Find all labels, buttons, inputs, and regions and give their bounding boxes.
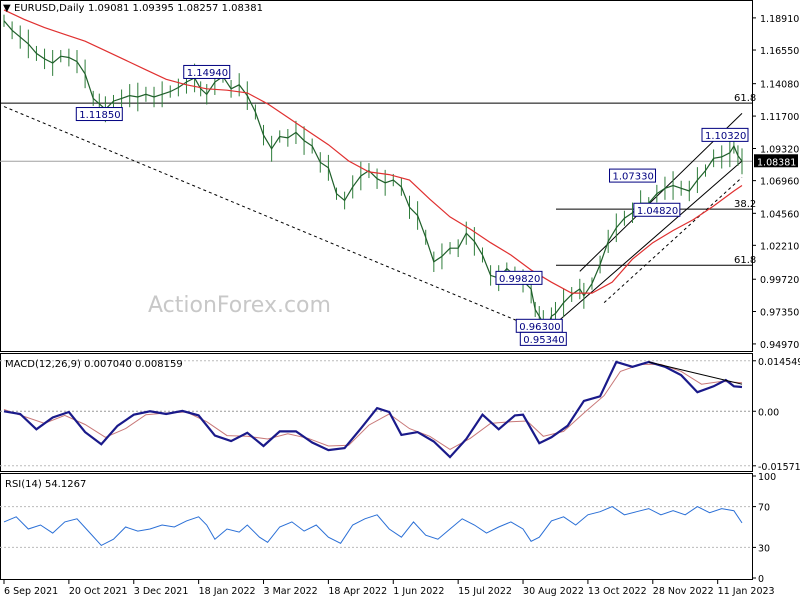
date-tick-label: 3 Mar 2022: [264, 586, 318, 597]
macd-tick-label: 0.014549: [758, 357, 800, 368]
macd-tick-label: -0.015712: [758, 462, 800, 473]
macd-series: [0, 360, 752, 467]
date-tick-label: 28 Nov 2022: [653, 586, 714, 597]
symbol-title: EURUSD,Daily: [14, 3, 85, 14]
macd-panel-frame: [0, 353, 753, 472]
annotation-text: 1.11850: [79, 110, 120, 121]
annotation-text: 0.95340: [523, 335, 564, 346]
price-axis: 1.18910 1.16550 1.14080 1.11700 1.09320 1.069…: [752, 14, 799, 351]
annotation-box: [183, 64, 231, 79]
price-annotation: 1.14940: [183, 64, 231, 79]
rsi-axis: 100 70 30 0: [752, 472, 776, 585]
rsi-tick-label: 0: [758, 574, 764, 585]
macd-trendline: [648, 361, 743, 385]
fib-level-label: 61.8: [734, 255, 756, 266]
price-tick-label: 1.11700: [760, 112, 799, 123]
price-tick-label: 1.09320: [760, 144, 799, 155]
price-levels: 61.8 38.2 61.8: [0, 93, 756, 266]
dropdown-arrow-icon[interactable]: ▼: [3, 3, 11, 14]
price-annotation: 0.95340: [519, 331, 567, 346]
macd-title: MACD(12,26,9) 0.007040 0.008159: [5, 359, 183, 370]
annotation-text: 1.10320: [705, 131, 746, 142]
date-tick-label: 20 Oct 2021: [69, 586, 128, 597]
rsi-series: [0, 506, 752, 548]
moving-average-line: [3, 9, 743, 294]
annotation-box: [701, 127, 749, 142]
price-tick-label: 1.06960: [760, 177, 799, 188]
annotation-box: [519, 331, 567, 346]
price-tick-label: 0.97350: [760, 308, 799, 319]
macd-axis: 0.014549 0.00 -0.015712: [752, 357, 800, 473]
watermark: ActionForex.com: [148, 293, 331, 318]
annotation-text: 1.14940: [187, 68, 228, 79]
price-annotation: 1.04820: [633, 202, 681, 217]
date-tick-label: 13 Oct 2022: [588, 586, 647, 597]
rsi-panel-frame: [0, 473, 753, 580]
date-tick-label: 18 Apr 2022: [328, 586, 387, 597]
price-tick-label: 1.16550: [760, 46, 799, 57]
annotation-box: [495, 270, 543, 285]
price-annotation: 0.99820: [495, 270, 543, 285]
annotation-text: 0.99820: [499, 274, 540, 285]
macd-tick-label: 0.00: [758, 407, 779, 418]
price-annotations: 1.14940 1.11850 1.10320 1.07330 1.04820 0.998…: [75, 64, 749, 346]
rsi-title: RSI(14) 54.1267: [5, 479, 86, 490]
price-line: [3, 20, 743, 329]
price-annotation: 0.96300: [515, 318, 563, 333]
price-panel-frame: [0, 0, 753, 352]
date-tick-label: 6 Sep 2021: [4, 586, 58, 597]
dashed-trendline: [3, 106, 548, 334]
channel-lower: [551, 160, 743, 328]
fib-level-label: 61.8: [734, 93, 756, 104]
ohlc-readout: 1.09081 1.09395 1.08257 1.08381: [88, 3, 263, 14]
rsi-line: [3, 506, 743, 547]
date-tick-label: 15 Jul 2022: [458, 586, 512, 597]
annotation-text: 1.04820: [637, 206, 678, 217]
rsi-tick-label: 70: [758, 503, 770, 514]
date-tick-label: 18 Jan 2022: [199, 586, 256, 597]
annotation-box: [609, 168, 657, 183]
rsi-tick-label: 100: [758, 472, 776, 483]
current-price-box: [754, 154, 798, 168]
price-tick-label: 1.14080: [760, 80, 799, 91]
price-annotation: 1.11850: [75, 107, 123, 122]
channel-mid: [603, 176, 743, 304]
macd-line: [3, 360, 743, 459]
date-tick-label: 30 Aug 2022: [523, 586, 584, 597]
rsi-tick-label: 30: [758, 543, 770, 554]
price-tick-label: 0.99720: [760, 275, 799, 286]
price-tick-label: 0.94970: [760, 340, 799, 351]
date-tick-label: 3 Dec 2021: [134, 586, 189, 597]
annotation-text: 0.96300: [519, 322, 560, 333]
price-tick-label: 1.18910: [760, 14, 799, 25]
price-tick-label: 1.02210: [760, 241, 799, 252]
annotation-box: [75, 107, 123, 122]
price-annotation: 1.10320: [701, 127, 749, 142]
price-tick-label: 1.04560: [760, 209, 799, 220]
current-price-label: 1.08381: [757, 157, 796, 168]
date-axis: 6 Sep 2021 20 Oct 2021 3 Dec 2021 18 Jan 20…: [3, 580, 775, 597]
price-annotation: 1.07330: [609, 168, 657, 183]
date-tick-label: 11 Jan 2023: [718, 586, 775, 597]
date-tick-label: 1 Jun 2022: [393, 586, 444, 597]
annotation-box: [633, 202, 681, 217]
macd-signal-line: [3, 363, 743, 450]
fib-level-label: 38.2: [734, 199, 756, 210]
annotation-text: 1.07330: [613, 172, 654, 183]
